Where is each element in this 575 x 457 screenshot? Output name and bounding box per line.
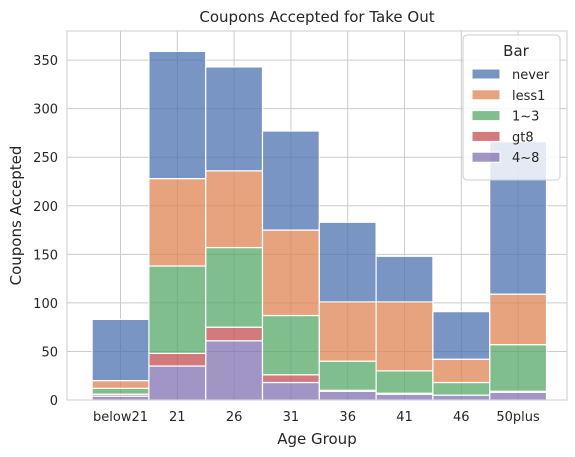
bar-1~3-31 — [261, 314, 320, 376]
x-tick-label: 26 — [226, 410, 243, 425]
x-tick-label: 50plus — [496, 410, 540, 425]
bar-1~3-21 — [148, 265, 207, 354]
y-tick-label: 150 — [33, 248, 58, 263]
y-tick-label: 0 — [50, 394, 58, 409]
legend-label-gt8: gt8 — [512, 130, 534, 145]
x-tick-label: 46 — [453, 410, 470, 425]
bar-gt8-21 — [148, 352, 207, 367]
bar-never-26 — [205, 66, 264, 172]
bar-1~3-36 — [318, 360, 377, 391]
bar-gt8-26 — [205, 326, 264, 342]
bar-1~3-26 — [205, 246, 264, 328]
legend-label-less1: less1 — [512, 89, 545, 104]
bar-less1-41 — [375, 301, 434, 372]
bar-less1-31 — [261, 229, 320, 317]
bar-4~8-26 — [205, 340, 264, 401]
bar-less1-36 — [318, 301, 377, 362]
bar-less1-46 — [432, 358, 491, 384]
bar-never-31 — [261, 130, 320, 231]
legend: Bar never less1 1~3 gt8 4~8 — [462, 34, 561, 181]
legend-swatch-1~3 — [471, 110, 501, 122]
x-axis-label: Age Group — [277, 430, 356, 448]
bar-4~8-46 — [432, 394, 491, 401]
chart-title: Coupons Accepted for Take Out — [199, 8, 434, 26]
x-tick-label: 31 — [283, 410, 300, 425]
legend-title: Bar — [503, 42, 529, 60]
bar-1~3-below21 — [91, 387, 150, 395]
bar-never-46 — [432, 311, 491, 360]
legend-swatch-never — [471, 68, 501, 80]
bar-less1-50plus — [489, 293, 548, 346]
x-tick-label: 21 — [169, 410, 186, 425]
legend-swatch-less1 — [471, 89, 501, 101]
y-tick-label: 300 — [33, 103, 58, 118]
legend-swatch-4~8 — [471, 151, 501, 163]
bar-less1-below21 — [91, 379, 150, 389]
bar-4~8-31 — [261, 381, 320, 401]
x-tick-label: below21 — [93, 410, 148, 425]
x-tick-label: 41 — [396, 410, 413, 425]
bar-4~8-50plus — [489, 391, 548, 401]
legend-label-never: never — [512, 68, 550, 83]
bar-never-36 — [318, 221, 377, 303]
bar-1~3-46 — [432, 381, 491, 396]
bar-4~8-41 — [375, 393, 434, 401]
bar-less1-21 — [148, 178, 207, 267]
y-tick-label: 200 — [33, 200, 58, 215]
bar-4~8-36 — [318, 390, 377, 401]
y-axis-label: Coupons Accepted — [7, 146, 25, 286]
legend-label-1~3: 1~3 — [512, 110, 539, 125]
x-tick-labels: below21 21 26 31 36 41 46 50plus — [93, 410, 540, 425]
bar-never-21 — [148, 50, 207, 180]
bar-never-below21 — [91, 318, 150, 382]
y-tick-labels: 0 50 100 150 200 250 300 350 — [33, 54, 58, 409]
y-tick-label: 350 — [33, 54, 58, 69]
y-tick-label: 50 — [41, 345, 58, 360]
y-tick-label: 250 — [33, 151, 58, 166]
bar-gt8-31 — [261, 374, 320, 384]
bar-less1-26 — [205, 170, 264, 249]
bar-4~8-21 — [148, 365, 207, 401]
y-tick-label: 100 — [33, 297, 58, 312]
bar-never-41 — [375, 255, 434, 303]
bar-1~3-50plus — [489, 344, 548, 392]
x-tick-label: 36 — [339, 410, 356, 425]
legend-swatch-gt8 — [471, 130, 501, 142]
legend-label-4~8: 4~8 — [512, 151, 539, 166]
bar-1~3-41 — [375, 370, 434, 394]
